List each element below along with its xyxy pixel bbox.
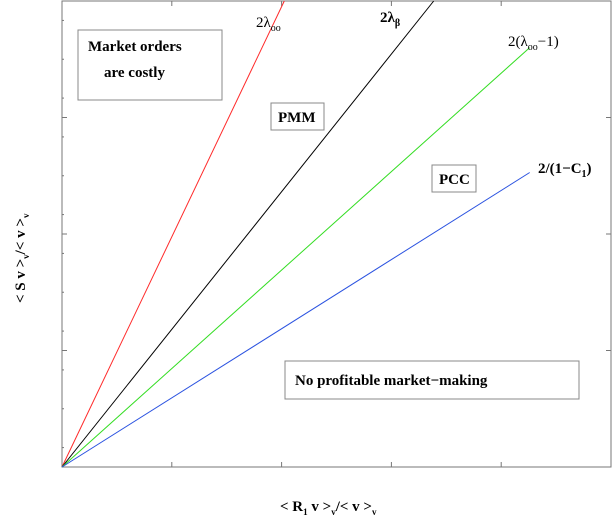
y-axis-label: < S v >v/< v >v: [13, 213, 31, 303]
series-line-blue: [61, 172, 530, 468]
line-label-blue-post: ): [587, 161, 592, 177]
series-line-red: [61, 0, 285, 468]
line-label-blue: 2/(1−C1): [538, 161, 592, 180]
line-label-red: 2λoo: [256, 15, 281, 34]
region-costly: Market orders are costly: [77, 29, 223, 101]
region-costly-line2: are costly: [104, 65, 165, 81]
series-lines: [61, 0, 531, 468]
region-pmm-label: PMM: [278, 110, 315, 126]
region-noprofit: No profitable market−making: [284, 360, 580, 400]
line-label-black: 2λβ: [380, 10, 400, 29]
x-axis-label: < R1 v >v/< v >v: [280, 499, 377, 517]
region-pcc-label: PCC: [439, 172, 470, 188]
line-label-blue-main: 2/(1−C: [538, 161, 582, 177]
region-pmm: PMM: [270, 102, 325, 131]
line-label-black-main: 2λ: [380, 10, 396, 26]
region-pcc: PCC: [431, 164, 477, 193]
region-noprofit-label: No profitable market−making: [295, 373, 488, 389]
region-costly-line1: Market orders: [88, 39, 182, 55]
line-label-blue-sub: 1: [582, 169, 587, 180]
series-line-green: [61, 47, 531, 468]
line-label-red-main: 2λ: [256, 15, 272, 31]
line-label-red-sub: oo: [271, 23, 281, 34]
series-line-black: [61, 0, 435, 468]
line-label-green-sub: oo: [528, 42, 538, 53]
axis-ticks: [62, 1, 611, 467]
line-label-green: 2(λoo−1): [508, 34, 559, 53]
line-label-green-post: −1): [538, 34, 559, 50]
line-label-black-sub: β: [395, 18, 400, 29]
line-label-green-main: 2(λ: [508, 34, 528, 50]
